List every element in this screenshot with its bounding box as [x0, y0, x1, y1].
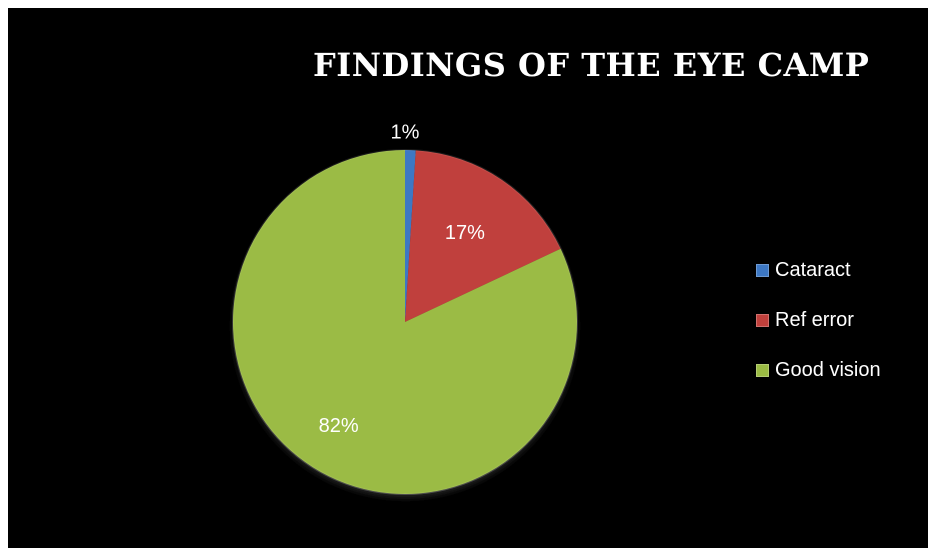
data-label-ref-error: 17%	[445, 222, 485, 244]
data-label-cataract: 1%	[391, 121, 420, 143]
chart-title: FINDINGS OF THE EYE CAMP	[313, 46, 870, 84]
legend-item-good-vision: Good vision	[756, 358, 881, 383]
pie-slice-good-vision	[232, 150, 577, 494]
legend-item-ref-error: Ref error	[756, 308, 881, 333]
pie-slice-cataract	[405, 150, 416, 322]
legend-swatch-ref-error	[756, 314, 769, 327]
legend-item-cataract: Cataract	[756, 258, 881, 283]
legend-swatch-cataract	[756, 264, 769, 277]
pie-outline	[232, 149, 578, 495]
legend-label-cataract: Cataract	[775, 259, 851, 281]
legend-label-good-vision: Good vision	[775, 359, 881, 381]
pie-slice-ref-error	[405, 150, 561, 322]
legend-swatch-good-vision	[756, 364, 769, 377]
data-label-good-vision: 82%	[319, 415, 359, 437]
legend: Cataract Ref error Good vision	[756, 258, 881, 408]
legend-label-ref-error: Ref error	[775, 309, 854, 331]
